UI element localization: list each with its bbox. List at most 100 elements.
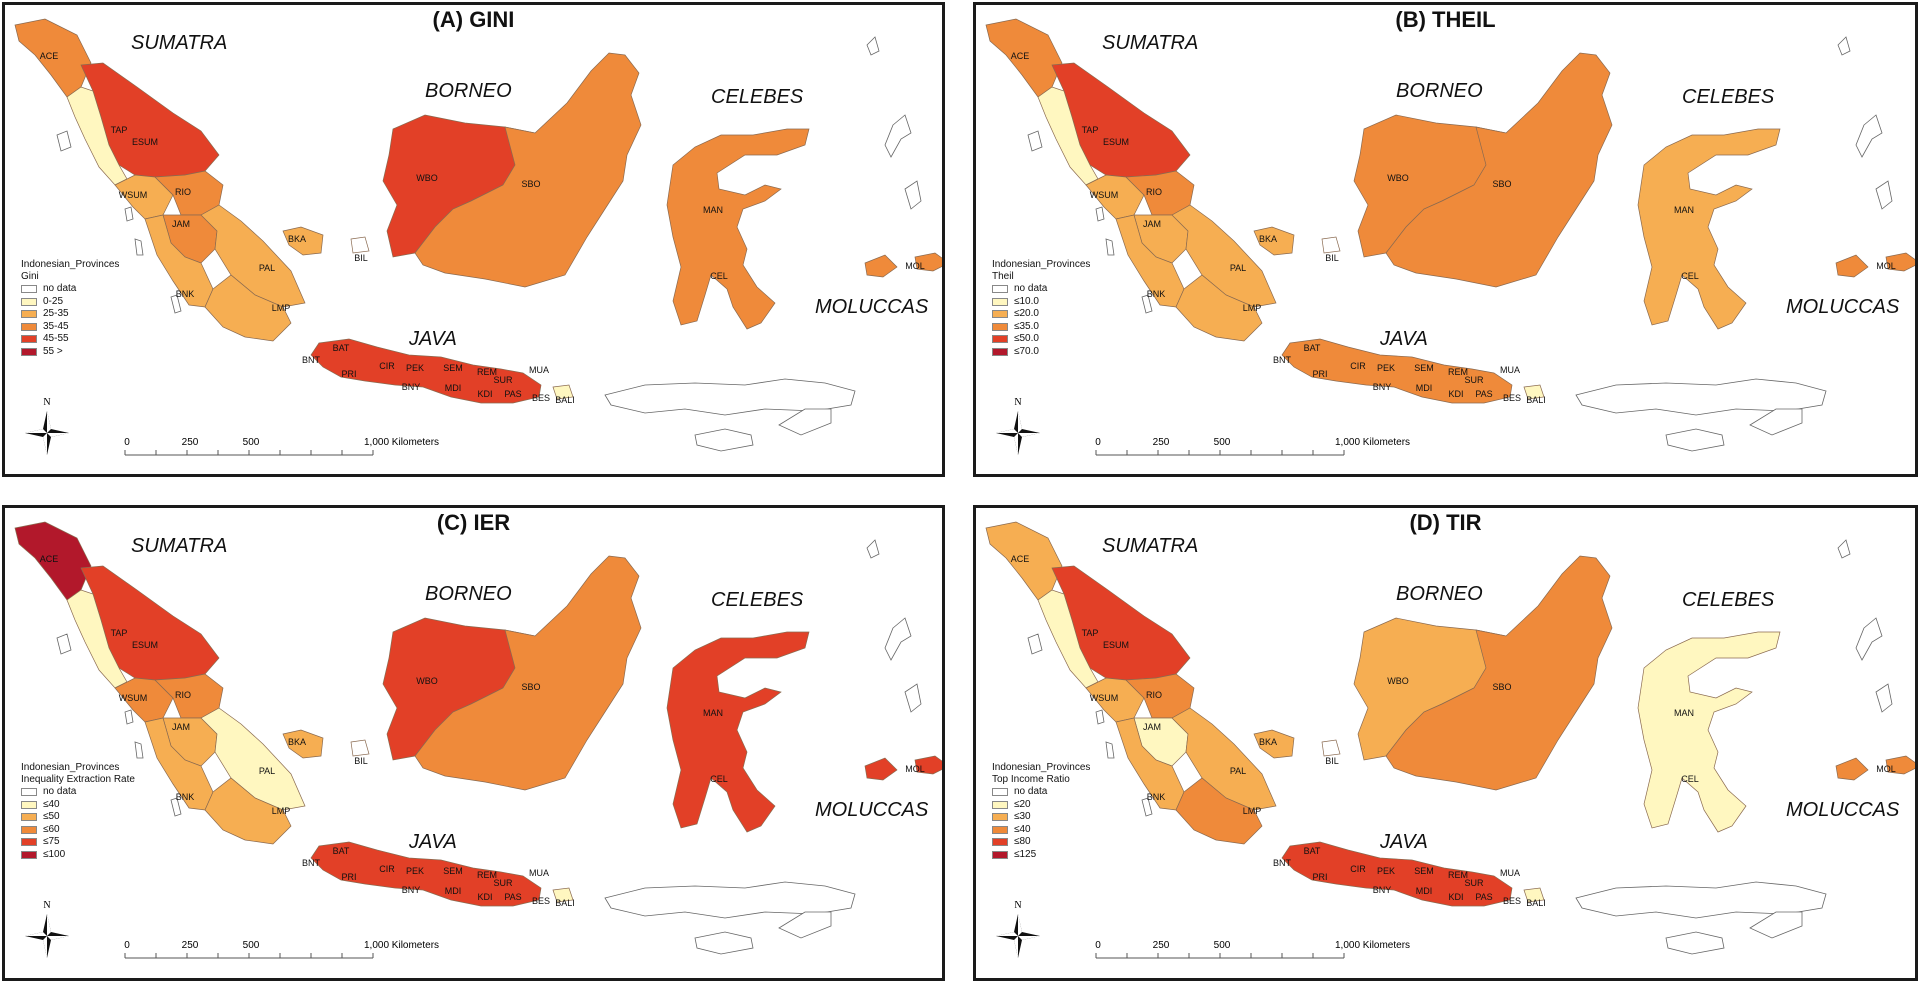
province-java <box>1281 841 1513 907</box>
province-tap <box>1037 86 1099 186</box>
legend-item: ≤80 <box>992 836 1090 849</box>
province-label-jam: JAM <box>1143 722 1161 732</box>
province-lmp <box>204 274 292 342</box>
legend-swatch <box>992 825 1008 834</box>
province-label-wsum: WSUM <box>1090 693 1119 703</box>
province-label-cir: CIR <box>379 361 395 371</box>
province-label-pas: PAS <box>504 389 521 399</box>
province-label-bes: BES <box>532 393 550 403</box>
islet-shape <box>866 539 880 559</box>
legend-item: ≤70.0 <box>992 346 1090 359</box>
islet-shape <box>1027 130 1043 152</box>
province-label-mol: MOL <box>905 261 925 271</box>
svg-text:250: 250 <box>1153 437 1170 448</box>
legend-label: ≤125 <box>1014 848 1037 860</box>
province-label-bat: BAT <box>1304 343 1321 353</box>
panel-title: (C) IER <box>436 510 511 535</box>
island-label-java: JAVA <box>408 328 457 350</box>
map-canvas: ACE TAP ESUM WSUM RIO JAM BKA BIL PAL BNK LMP WBO SB… <box>985 18 1915 456</box>
islet-shape <box>1105 238 1115 256</box>
svg-text:N: N <box>43 397 50 408</box>
province-bil <box>350 236 370 254</box>
island-label-java: JAVA <box>1379 831 1428 853</box>
legend-item: no data <box>992 283 1090 296</box>
province-label-pas: PAS <box>1475 389 1492 399</box>
island-label-borneo: BORNEO <box>425 583 512 605</box>
north-arrow-icon: N <box>996 397 1040 455</box>
legend-label: 25-35 <box>43 308 69 320</box>
island-label-celebes: CELEBES <box>711 86 804 108</box>
svg-text:500: 500 <box>243 940 260 951</box>
province-java <box>1281 338 1513 404</box>
province-label-bes: BES <box>1503 896 1521 906</box>
legend-field: Inequality Extraction Rate <box>21 774 135 785</box>
province-label-ace: ACE <box>1011 51 1030 61</box>
islet-shape <box>1141 797 1153 817</box>
province-cel <box>1637 631 1781 833</box>
map-legend: Indonesian_Provinces Inequality Extractio… <box>21 762 135 861</box>
province-label-pek: PEK <box>1377 866 1395 876</box>
province-label-pri: PRI <box>341 872 356 882</box>
province-label-bnt: BNT <box>1273 355 1292 365</box>
province-bka <box>282 729 324 759</box>
province-java <box>310 841 542 907</box>
province-bali <box>552 887 574 903</box>
islet-shape <box>1575 881 1827 919</box>
legend-item: ≤20.0 <box>992 308 1090 321</box>
island-label-java: JAVA <box>1379 328 1428 350</box>
islet-shape <box>694 428 754 452</box>
province-label-esum: ESUM <box>1103 137 1129 147</box>
islet-shape <box>1665 931 1725 955</box>
legend-swatch <box>21 322 37 331</box>
islet-shape <box>170 294 182 314</box>
legend-item: ≤35.0 <box>992 321 1090 334</box>
province-label-sem: SEM <box>443 866 463 876</box>
island-label-sumatra: SUMATRA <box>131 535 227 557</box>
legend-swatch <box>21 800 37 809</box>
islet-shape <box>778 408 832 436</box>
province-label-bnt: BNT <box>302 858 321 868</box>
legend-label: ≤75 <box>43 836 60 848</box>
islet-shape <box>1855 617 1883 661</box>
svg-text:250: 250 <box>1153 940 1170 951</box>
province-tap <box>1037 589 1099 689</box>
legend-item: ≤100 <box>21 849 135 862</box>
legend-item: no data <box>21 283 119 296</box>
svg-text:N: N <box>43 900 50 911</box>
province-mol <box>864 755 942 781</box>
legend-item: ≤40 <box>21 799 135 812</box>
svg-text:500: 500 <box>243 437 260 448</box>
legend-label: ≤35.0 <box>1014 320 1039 332</box>
legend-swatch <box>21 347 37 356</box>
province-label-mua: MUA <box>529 365 549 375</box>
province-label-bali: BALI <box>555 898 575 908</box>
province-label-wsum: WSUM <box>1090 190 1119 200</box>
legend-item: 0-25 <box>21 296 119 309</box>
province-label-wbo: WBO <box>416 676 438 686</box>
province-label-lmp: LMP <box>1243 806 1262 816</box>
province-label-sbo: SBO <box>521 682 540 692</box>
legend-swatch <box>21 788 37 797</box>
islet-shape <box>134 238 144 256</box>
legend-item: ≤50 <box>21 811 135 824</box>
province-label-man: MAN <box>1674 708 1694 718</box>
island-label-moluccas: MOLUCCAS <box>815 799 929 821</box>
province-cel <box>666 128 810 330</box>
legend-label: ≤50 <box>43 811 60 823</box>
province-label-tap: TAP <box>111 628 128 638</box>
province-bka <box>282 226 324 256</box>
province-label-cel: CEL <box>710 271 728 281</box>
province-pal <box>200 707 306 811</box>
province-label-mol: MOL <box>905 764 925 774</box>
legend-swatch <box>992 800 1008 809</box>
province-label-pal: PAL <box>259 766 275 776</box>
province-label-bka: BKA <box>288 737 306 747</box>
legend-swatch <box>21 825 37 834</box>
legend-swatch <box>21 285 37 294</box>
province-java <box>310 338 542 404</box>
province-label-pri: PRI <box>1312 872 1327 882</box>
island-label-moluccas: MOLUCCAS <box>1786 296 1900 318</box>
islet-shape <box>1095 206 1105 222</box>
province-cel <box>666 631 810 833</box>
province-label-wbo: WBO <box>1387 676 1409 686</box>
